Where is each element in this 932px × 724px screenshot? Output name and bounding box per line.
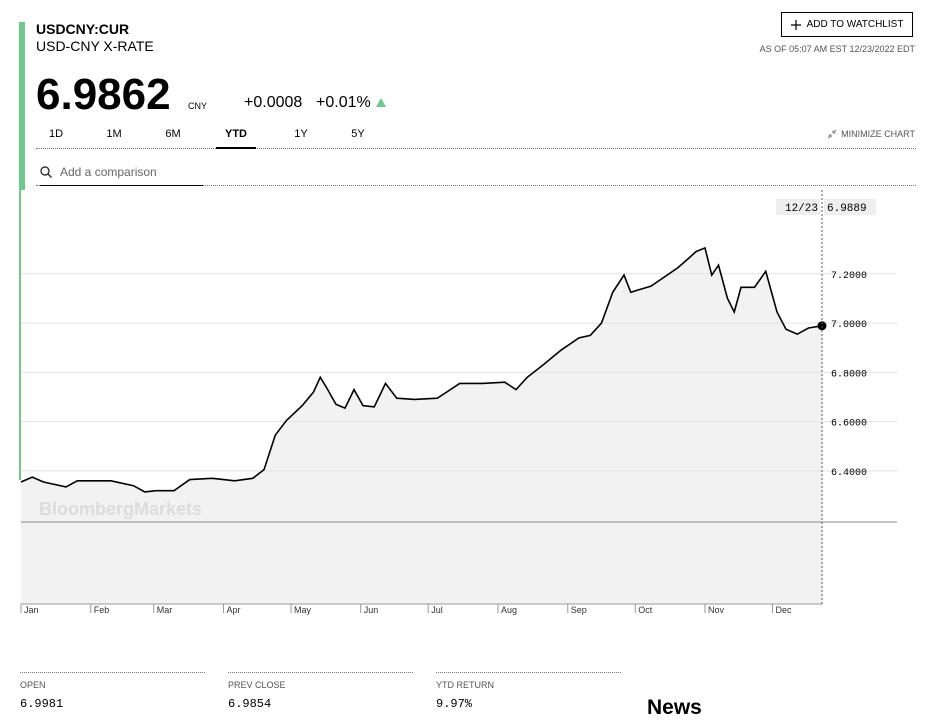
compare-row: [36, 150, 916, 186]
y-tick-label: 7.0000: [831, 320, 867, 331]
range-tab[interactable]: 1D: [48, 128, 64, 140]
x-tick-label: Sep: [571, 605, 587, 615]
crosshair-value: 6.9889: [827, 203, 867, 215]
news-heading: News: [647, 696, 702, 719]
minimize-icon: [827, 129, 837, 139]
price: 6.9862: [36, 70, 171, 119]
x-tick-label: Oct: [638, 605, 653, 615]
watermark: BloombergMarkets: [39, 499, 202, 519]
stat-value: 9.97%: [436, 697, 473, 711]
stat: YTD RETURN 9.97%: [436, 672, 621, 711]
stat-label: YTD RETURN: [436, 680, 494, 690]
stat-value: 6.9981: [20, 697, 64, 711]
stat-value: 6.9854: [228, 697, 272, 711]
range-tab[interactable]: 1Y: [294, 128, 308, 140]
tab-bar: 1D 1M 6M YTD 1Y 5Y: [36, 123, 916, 149]
y-tick-label: 6.6000: [831, 419, 867, 430]
x-tick-label: Jun: [364, 605, 379, 615]
x-tick-label: Aug: [501, 605, 517, 615]
x-tick-label: Feb: [94, 605, 110, 615]
range-tab[interactable]: 1M: [106, 128, 122, 140]
currency: CNY: [188, 101, 208, 111]
change: +0.0008: [244, 94, 303, 111]
last-point: [817, 321, 827, 331]
change-pct: +0.01%: [316, 94, 371, 111]
stat: PREV CLOSE 6.9854: [228, 672, 413, 711]
y-tick-label: 7.2000: [831, 271, 867, 282]
x-tick-label: Nov: [708, 605, 725, 615]
x-tick-label: Apr: [227, 605, 241, 615]
range-tab[interactable]: YTD: [216, 128, 256, 149]
range-tab[interactable]: 5Y: [351, 128, 365, 140]
crosshair-date: 12/23: [785, 203, 818, 215]
stat-label: OPEN: [20, 680, 46, 690]
stat: OPEN 6.9981: [20, 672, 205, 711]
range-tab[interactable]: 6M: [165, 128, 181, 140]
minimize-chart[interactable]: MINIMIZE CHART: [827, 129, 915, 139]
ticker: USDCNY:CUR: [36, 21, 130, 37]
chart: 6.4000 6.6000 6.8000 7.0000 7.2000 BloombergM…: [20, 190, 897, 615]
instrument-name: USD-CNY X-RATE: [36, 38, 154, 54]
crosshair-value-bg: [824, 199, 876, 215]
stat-label: PREV CLOSE: [228, 680, 286, 690]
x-tick-label: Jul: [431, 605, 443, 615]
watchlist-label: ADD TO WATCHLIST: [806, 19, 904, 30]
x-tick-label: Mar: [157, 605, 173, 615]
search-placeholder: Add a comparison: [60, 164, 157, 179]
area: [21, 247, 822, 605]
crosshair-date-bg: [776, 199, 820, 215]
minimize-label: MINIMIZE CHART: [841, 129, 915, 139]
plus-icon: [790, 19, 801, 30]
y-tick-label: 6.8000: [831, 369, 867, 380]
x-tick-label: May: [294, 605, 312, 615]
as-of: AS OF 05:07 AM EST 12/23/2022 EDT: [759, 44, 915, 54]
x-tick-label: Dec: [776, 605, 793, 615]
watchlist-button[interactable]: ADD TO WATCHLIST: [781, 12, 913, 37]
up-arrow: [376, 98, 386, 107]
price-line: [20, 246, 823, 493]
comparison-search[interactable]: Add a comparison: [40, 158, 203, 186]
x-tick-label: Jan: [24, 605, 39, 615]
y-tick-label: 6.4000: [831, 468, 867, 479]
search-icon: [40, 165, 52, 178]
